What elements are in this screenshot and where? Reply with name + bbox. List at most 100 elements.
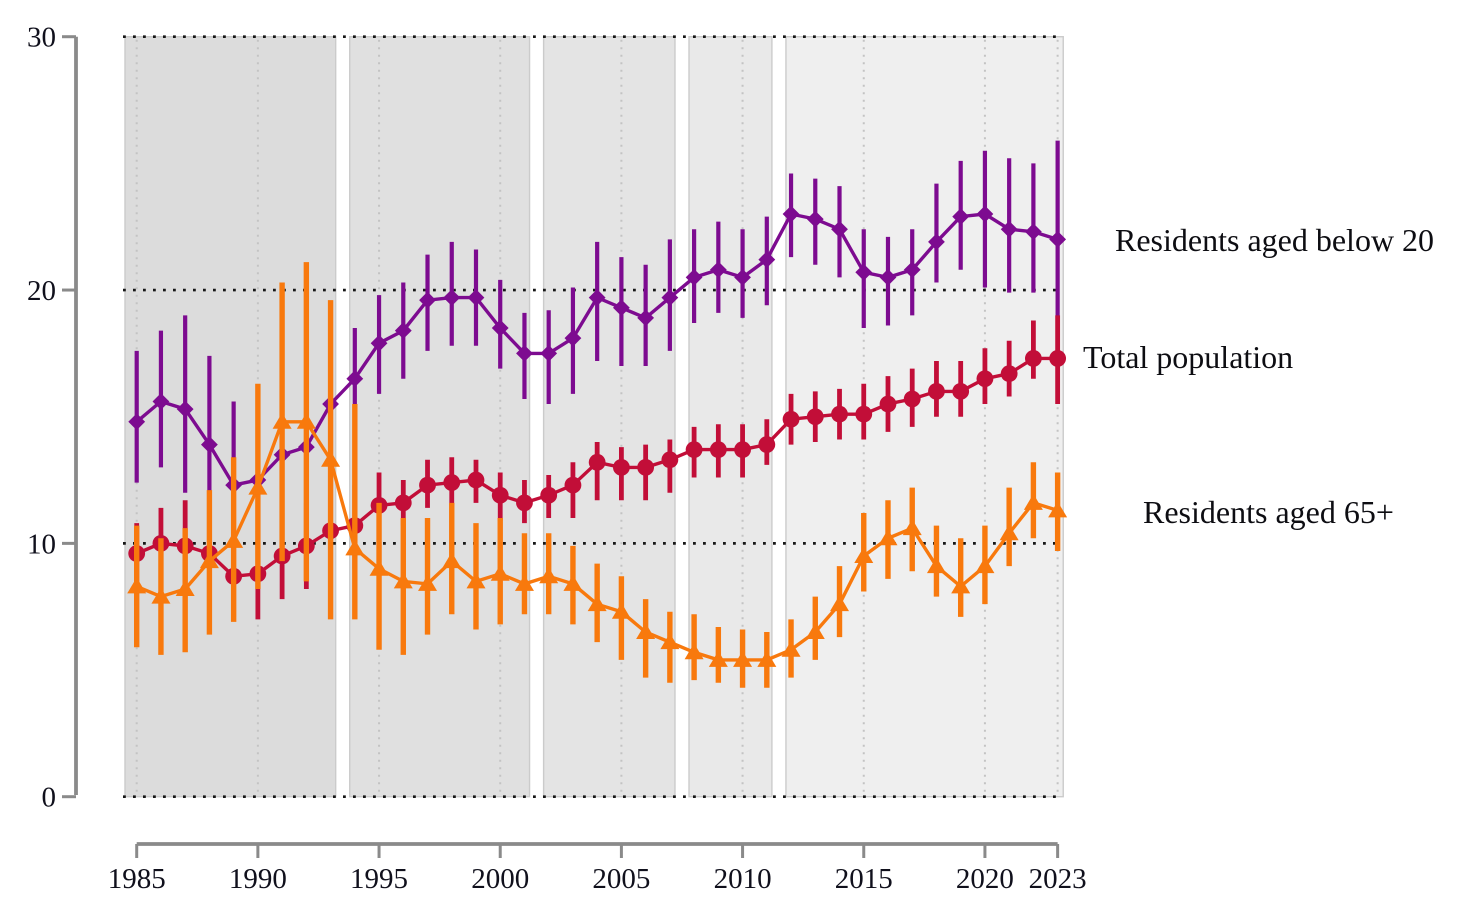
marker-triangle (345, 539, 365, 556)
marker-triangle (708, 650, 728, 667)
marker-triangle (951, 577, 971, 594)
marker-diamond (831, 220, 848, 238)
y-axis: 0 10 20 30 (27, 22, 78, 814)
marker-diamond (976, 205, 994, 223)
marker-diamond (152, 393, 170, 410)
marker-diamond (540, 344, 558, 362)
marker-triangle (733, 650, 753, 667)
era-band (542, 36, 676, 798)
marker-triangle (175, 579, 195, 596)
series-residents-aged-65 (127, 262, 1068, 688)
marker-diamond (879, 268, 897, 286)
marker-triangle (1023, 493, 1043, 510)
marker-circle (1049, 350, 1067, 367)
marker-diamond (782, 205, 800, 223)
marker-triangle (684, 643, 704, 660)
marker-diamond (201, 436, 218, 453)
marker-circle (588, 453, 606, 471)
legend-label-residents-below-20: Residents aged below 20 (1115, 222, 1435, 258)
x-tick-label: 2015 (835, 863, 893, 895)
marker-circle (1000, 365, 1018, 383)
marker-triangle (539, 567, 559, 584)
legend-label-total-population: Total population (1083, 339, 1294, 375)
x-axis: 1985 1990 1995 2000 2005 2010 2015 2020 2023 (108, 842, 1087, 895)
marker-triangle (418, 574, 438, 591)
y-tick-label: 10 (27, 528, 56, 560)
legend-label-residents-65plus: Residents aged 65+ (1143, 494, 1394, 530)
marker-diamond (491, 319, 509, 337)
horizontal-gridlines (123, 35, 1063, 799)
marker-diamond (637, 309, 655, 327)
marker-triangle (514, 574, 534, 591)
marker-circle (903, 390, 921, 408)
marker-circle (443, 474, 461, 491)
era-band (349, 36, 531, 798)
x-tick-label: 2020 (956, 863, 1014, 895)
marker-diamond (176, 400, 194, 418)
marker-triangle (563, 574, 583, 591)
marker-triangle (902, 519, 922, 536)
marker-diamond (346, 370, 364, 388)
marker-circle (952, 382, 970, 400)
y-tick-label: 20 (27, 275, 56, 307)
marker-triangle (975, 557, 995, 574)
era-band (688, 36, 773, 798)
marker-circle (685, 441, 703, 459)
marker-diamond (394, 322, 412, 339)
marker-triangle (926, 557, 946, 574)
marker-diamond (661, 289, 679, 307)
marker-circle (637, 458, 655, 476)
marker-circle (976, 370, 994, 388)
marker-diamond (928, 233, 945, 251)
marker-triangle (199, 552, 219, 569)
marker-diamond (734, 268, 751, 286)
marker-diamond (685, 268, 703, 286)
marker-circle (516, 494, 533, 512)
marker-diamond (952, 208, 970, 225)
marker-triangle (151, 587, 171, 604)
marker-diamond (758, 251, 776, 269)
marker-triangle (321, 450, 341, 467)
marker-circle (661, 451, 679, 469)
x-tick-label: 1985 (108, 863, 166, 895)
marker-circle (467, 471, 485, 489)
marker-diamond (128, 413, 146, 431)
marker-diamond (1000, 220, 1018, 238)
marker-circle (564, 476, 582, 494)
marker-triangle (830, 595, 850, 612)
marker-triangle (127, 577, 147, 594)
marker-diamond (443, 289, 461, 307)
y-tick-label: 0 (42, 782, 57, 814)
x-tick-label: 1990 (229, 863, 287, 895)
marker-triangle (1048, 501, 1068, 518)
marker-triangle (369, 559, 389, 576)
y-tick-label: 30 (27, 22, 56, 54)
marker-diamond (564, 329, 582, 347)
marker-triangle (248, 478, 268, 495)
marker-diamond (613, 299, 630, 317)
marker-triangle (272, 412, 292, 429)
marker-diamond (419, 291, 436, 309)
marker-triangle (781, 640, 801, 657)
marker-diamond (903, 261, 921, 279)
marker-circle (831, 405, 848, 423)
x-tick-label: 1995 (350, 863, 408, 895)
marker-triangle (636, 623, 656, 640)
marker-diamond (370, 334, 388, 352)
x-tick-label: 2023 (1029, 863, 1087, 895)
marker-triangle (611, 602, 631, 619)
marker-triangle (660, 633, 680, 650)
marker-triangle (805, 623, 825, 640)
marker-circle (855, 405, 873, 423)
marker-diamond (588, 289, 606, 307)
marker-circle (782, 410, 800, 428)
marker-triangle (466, 572, 486, 589)
marker-diamond (1024, 223, 1042, 241)
marker-circle (419, 476, 436, 494)
x-tick-label: 2010 (714, 863, 772, 895)
marker-circle (806, 408, 824, 426)
marker-circle (1024, 350, 1042, 367)
marker-circle (613, 458, 630, 476)
